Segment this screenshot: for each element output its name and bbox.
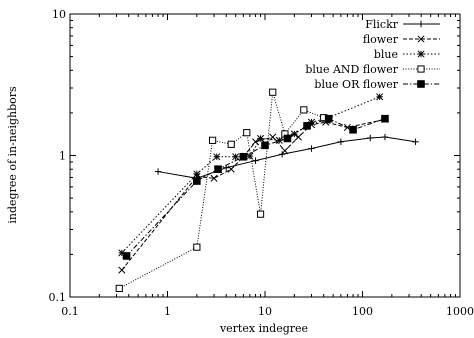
point-blue-or-flower-4 — [261, 141, 269, 150]
y-axis-title: indegree of in-neighbors — [6, 86, 19, 224]
legend-entry-blue-or-flower: blue OR flower — [314, 78, 440, 91]
point-blue-or-flower-9 — [381, 114, 389, 123]
point-blue-and-flower-1 — [193, 243, 201, 251]
point-blue-3 — [232, 153, 240, 161]
axis-ticks — [69, 13, 461, 298]
legend-entry-flickr: Flickr — [365, 18, 440, 31]
y-tick-label-0: 0.1 — [49, 291, 67, 304]
legend-entry-flower: flower — [363, 33, 440, 46]
series-blue-and-flower — [115, 88, 328, 293]
point-flower-7 — [281, 147, 289, 155]
point-blue-and-flower-8 — [300, 106, 308, 114]
series-flower — [118, 115, 389, 274]
x-tick-label-2: 10 — [258, 305, 272, 318]
point-blue-10 — [376, 93, 384, 101]
series-layer — [115, 88, 419, 293]
point-flickr-9 — [412, 138, 419, 145]
point-blue-5 — [256, 134, 265, 142]
x-tick-label-3: 100 — [352, 305, 373, 318]
legend-label-flower: flower — [363, 33, 399, 46]
point-blue-6 — [275, 136, 283, 144]
point-flickr-6 — [337, 138, 345, 145]
series-flickr — [154, 133, 419, 182]
point-blue-and-flower-5 — [256, 210, 265, 218]
point-blue-or-flower-3 — [239, 152, 248, 161]
point-blue-or-flower-5 — [283, 134, 292, 143]
legend-label-flickr: Flickr — [365, 18, 398, 31]
x-tick-label-1: 1 — [164, 305, 171, 318]
point-blue-or-flower-6 — [303, 122, 311, 130]
point-flower-8 — [294, 133, 302, 141]
point-blue-or-flower-7 — [324, 114, 333, 123]
point-blue-and-flower-2 — [208, 136, 217, 144]
x-tick-label-0: 0.1 — [61, 305, 79, 318]
point-blue-or-flower-8 — [349, 125, 357, 134]
legend: Flickr flower blue blue AND flower blue OR f… — [305, 18, 440, 91]
series-line-blue-and-flower — [119, 92, 324, 289]
point-flickr-5 — [308, 145, 315, 152]
point-flower-2 — [210, 174, 218, 182]
point-blue-and-flower-0 — [115, 284, 123, 293]
point-blue-1 — [193, 170, 201, 178]
series-line-blue-or-flower — [126, 118, 386, 257]
legend-marker-blue-or-flower — [417, 80, 425, 88]
legend-entry-blue-and-flower: blue AND flower — [305, 63, 440, 76]
y-tick-label-2: 10 — [52, 8, 66, 21]
point-blue-or-flower-0 — [122, 252, 131, 260]
point-flickr-0 — [154, 168, 162, 175]
series-blue — [118, 93, 384, 257]
point-flower-6 — [269, 133, 277, 141]
point-flickr-7 — [367, 134, 374, 142]
point-flickr-3 — [252, 157, 259, 164]
point-blue-or-flower-2 — [214, 165, 222, 174]
series-blue-or-flower — [122, 114, 389, 260]
x-axis-title: vertex indegree — [219, 322, 308, 335]
legend-label-blue-or-flower: blue OR flower — [314, 78, 398, 91]
point-blue-and-flower-3 — [227, 140, 235, 148]
point-blue-or-flower-1 — [193, 177, 201, 185]
point-flickr-8 — [381, 133, 389, 141]
series-line-flickr — [157, 136, 416, 179]
point-blue-and-flower-4 — [243, 129, 251, 137]
x-tick-label-4: 1000 — [446, 305, 474, 318]
legend-label-blue-and-flower: blue AND flower — [305, 63, 398, 76]
series-line-blue — [121, 96, 380, 254]
point-flickr-4 — [278, 151, 286, 158]
legend-label-blue: blue — [374, 48, 398, 61]
axis-tick-labels: 0.1 1 10 100 1000 0.1 1 10 — [49, 8, 474, 318]
series-line-flower — [121, 118, 386, 271]
legend-marker-flickr — [417, 20, 425, 28]
point-flower-3 — [227, 165, 235, 173]
point-flower-0 — [118, 266, 126, 274]
legend-marker-flower — [417, 35, 425, 43]
legend-entry-blue: blue — [374, 48, 440, 61]
y-tick-label-1: 1 — [59, 150, 66, 163]
point-blue-2 — [213, 153, 221, 161]
legend-marker-blue — [417, 50, 425, 58]
point-blue-and-flower-6 — [269, 88, 277, 96]
legend-marker-blue-and-flower — [417, 65, 425, 73]
